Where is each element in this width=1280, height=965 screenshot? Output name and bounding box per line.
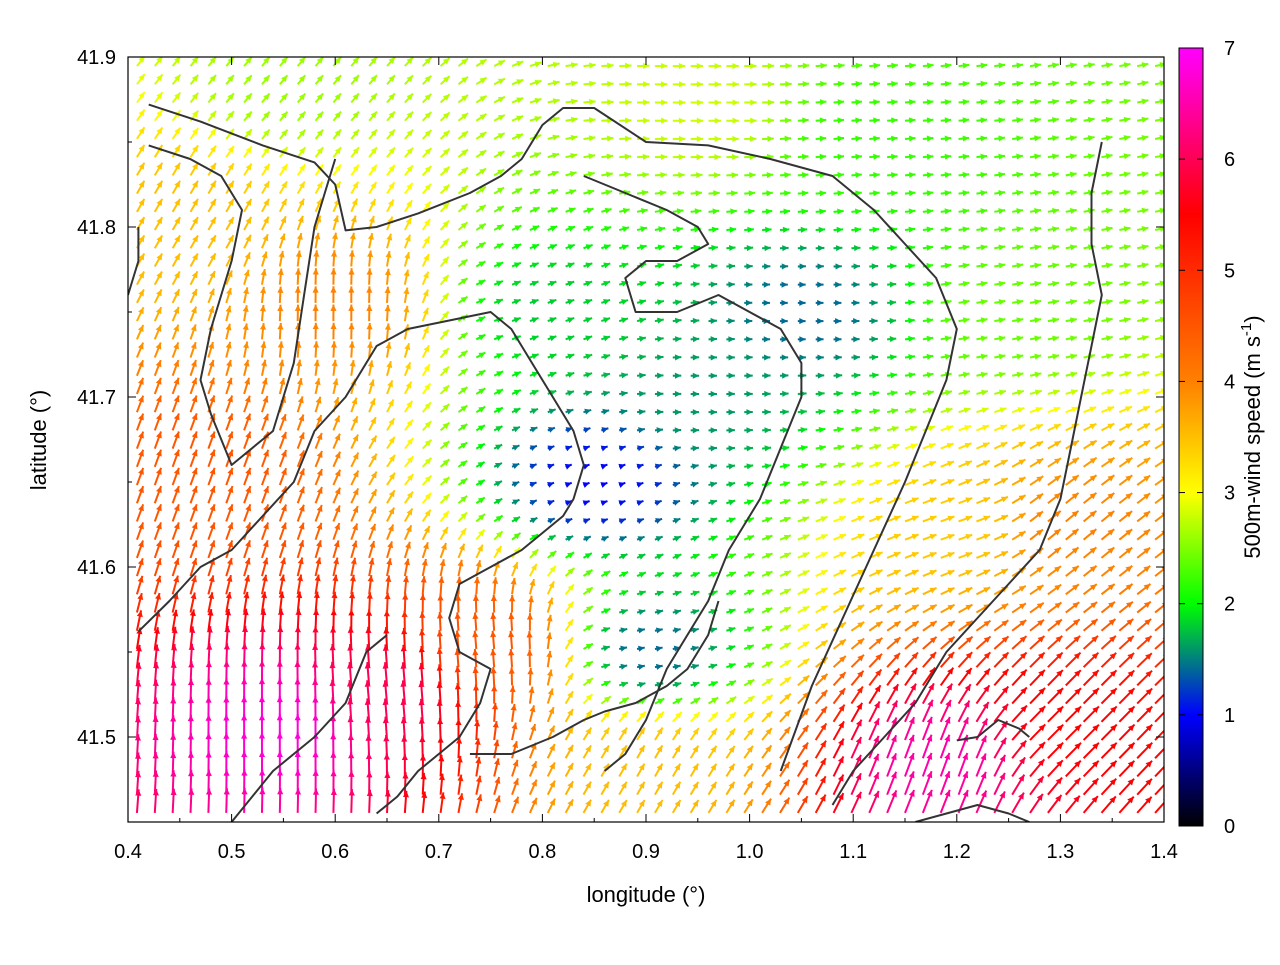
x-tick-label: 0.9 xyxy=(632,841,660,863)
colorbar-tick-label: 0 xyxy=(1224,816,1235,838)
x-tick-label: 1.4 xyxy=(1150,841,1178,863)
x-tick-label: 0.6 xyxy=(321,841,349,863)
x-tick-label: 1.3 xyxy=(1046,841,1074,863)
colorbar-tick-label: 1 xyxy=(1224,705,1235,727)
x-tick-label: 0.4 xyxy=(114,841,142,863)
x-tick-label: 1.2 xyxy=(943,841,971,863)
x-tick-label: 1.0 xyxy=(736,841,764,863)
y-tick-label: 41.7 xyxy=(77,387,116,409)
colorbar-label-prefix: 500m-wind speed (m s xyxy=(1240,336,1265,559)
colorbar-label-suffix: ) xyxy=(1240,315,1265,322)
colorbar-tick-label: 7 xyxy=(1224,38,1235,60)
colorbar-tick-label: 5 xyxy=(1224,260,1235,282)
colorbar xyxy=(1179,48,1203,826)
y-tick-label: 41.6 xyxy=(77,557,116,579)
x-tick-label: 0.8 xyxy=(528,841,556,863)
colorbar-tick-label: 2 xyxy=(1224,594,1235,616)
colorbar-tick-label: 3 xyxy=(1224,483,1235,505)
y-tick-label: 41.5 xyxy=(77,727,116,749)
x-axis-label: longitude (°) xyxy=(587,882,706,907)
y-tick-label: 41.8 xyxy=(77,217,116,239)
colorbar-tick-label: 4 xyxy=(1224,371,1235,393)
y-tick-label: 41.9 xyxy=(77,47,116,69)
colorbar-label: 500m-wind speed (m s-1) xyxy=(1238,315,1265,558)
x-tick-label: 0.7 xyxy=(425,841,453,863)
x-tick-label: 1.1 xyxy=(839,841,867,863)
x-tick-label: 0.5 xyxy=(218,841,246,863)
y-axis-label: latitude (°) xyxy=(26,390,51,491)
colorbar-tick-label: 6 xyxy=(1224,149,1235,171)
colorbar-label-exponent: -1 xyxy=(1238,323,1255,336)
